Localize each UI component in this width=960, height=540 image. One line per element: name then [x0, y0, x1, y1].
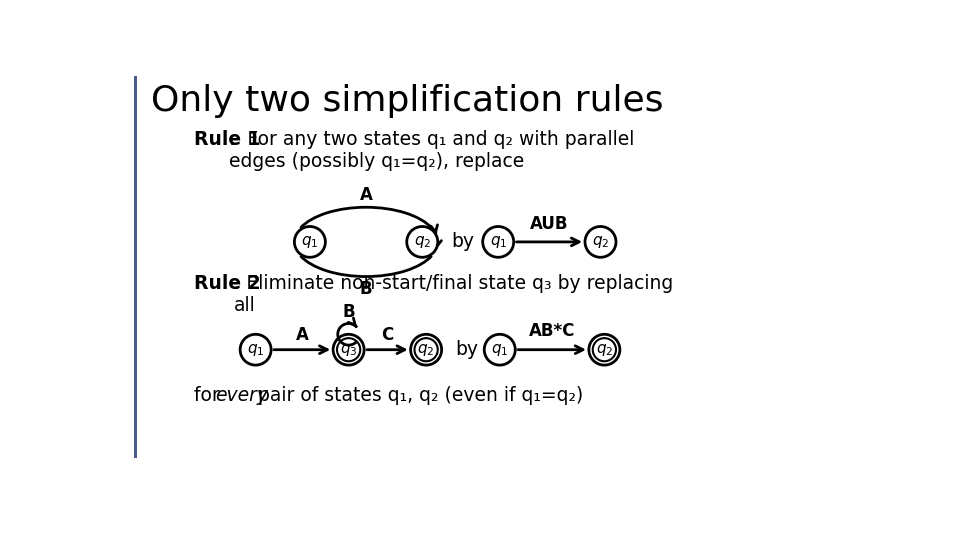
- Text: $q_3$: $q_3$: [340, 342, 357, 357]
- Text: Rule 2: Rule 2: [194, 274, 260, 293]
- Text: B: B: [360, 280, 372, 298]
- Text: by: by: [455, 340, 478, 359]
- Text: every: every: [215, 387, 269, 406]
- Text: B: B: [343, 303, 355, 321]
- Text: Rule 1: Rule 1: [194, 130, 260, 149]
- Text: $q_2$: $q_2$: [414, 234, 431, 250]
- Circle shape: [240, 334, 271, 365]
- Circle shape: [407, 226, 438, 257]
- Bar: [134, 76, 137, 457]
- Circle shape: [483, 226, 514, 257]
- Text: AUB: AUB: [530, 215, 568, 233]
- Text: A: A: [296, 326, 308, 343]
- Circle shape: [588, 334, 620, 365]
- Text: A: A: [360, 186, 372, 204]
- Text: $q_2$: $q_2$: [591, 234, 610, 250]
- Circle shape: [415, 338, 438, 361]
- Text: $q_2$: $q_2$: [596, 342, 613, 357]
- Text: pair of states q₁, q₂ (even if q₁=q₂): pair of states q₁, q₂ (even if q₁=q₂): [252, 387, 583, 406]
- Text: $q_1$: $q_1$: [490, 234, 507, 250]
- Circle shape: [585, 226, 616, 257]
- Text: C: C: [381, 326, 394, 343]
- Text: :  For any two states q₁ and q₂ with parallel
edges (possibly q₁=q₂), replace: : For any two states q₁ and q₂ with para…: [229, 130, 635, 171]
- Text: Only two simplification rules: Only two simplification rules: [151, 84, 663, 118]
- Text: $q_1$: $q_1$: [247, 342, 264, 357]
- Circle shape: [337, 338, 360, 361]
- Text: $q_1$: $q_1$: [492, 342, 509, 357]
- Text: $q_1$: $q_1$: [301, 234, 319, 250]
- Circle shape: [592, 338, 616, 361]
- Text: by: by: [452, 232, 474, 252]
- Circle shape: [333, 334, 364, 365]
- Circle shape: [295, 226, 325, 257]
- Circle shape: [484, 334, 516, 365]
- Circle shape: [411, 334, 442, 365]
- Text: AB*C: AB*C: [529, 322, 575, 340]
- Text: for: for: [194, 387, 226, 406]
- Text: $q_2$: $q_2$: [418, 342, 435, 357]
- Text: : Eliminate non-start/final state q₃ by replacing
all: : Eliminate non-start/final state q₃ by …: [234, 274, 673, 315]
